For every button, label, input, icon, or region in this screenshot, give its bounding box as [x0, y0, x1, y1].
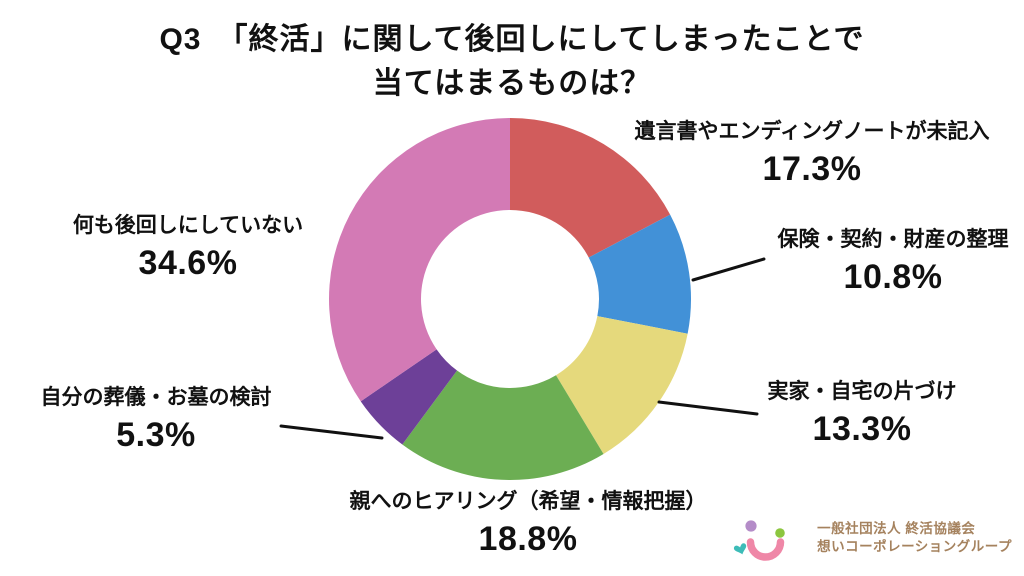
- logo-text: 一般社団法人 終活協議会 想いコーポレーショングループ: [817, 520, 1012, 556]
- donut-segment: [329, 118, 510, 402]
- donut-segment: [588, 214, 692, 334]
- segment-label-insurance: 保険・契約・財産の整理 10.8%: [778, 226, 1009, 300]
- segment-name: 何も後回しにしていない: [72, 214, 304, 237]
- chart-title-line2: 当てはまるものは？: [372, 67, 652, 100]
- chart-title-line1: Q3 「終活」に関して後回しにしてしまったことで: [159, 23, 865, 56]
- leader-line-insurance: [691, 257, 766, 282]
- segment-label-parent-hearing: 親へのヒアリング（希望・情報把握） 18.8%: [350, 488, 707, 562]
- segment-label-will-note: 遺言書やエンディングノートが未記入 17.3%: [634, 118, 989, 192]
- leader-line-home: [657, 400, 759, 416]
- segment-percent: 34.6%: [138, 244, 238, 282]
- donut-segments: [329, 118, 692, 480]
- logo-smile-arc: [746, 538, 785, 561]
- leader-line-funeral: [279, 424, 384, 440]
- donut-segment: [360, 349, 458, 445]
- logo-dot-purple: [745, 520, 757, 532]
- logo-dot-green: [775, 528, 785, 538]
- segment-percent: 17.3%: [762, 150, 862, 188]
- organization-logo: 一般社団法人 終活協議会 想いコーポレーショングループ: [729, 510, 1012, 566]
- logo-heart: [733, 543, 747, 555]
- segment-label-home-tidying: 実家・自宅の片づけ 13.3%: [768, 378, 957, 452]
- donut-segment: [510, 118, 671, 258]
- segment-name: 自分の葬儀・お墓の検討: [40, 386, 272, 409]
- leader-lines: [279, 257, 766, 440]
- segment-name: 保険・契約・財産の整理: [777, 228, 1009, 251]
- segment-name: 遺言書やエンディングノートが未記入: [634, 120, 990, 143]
- donut-segment: [402, 370, 604, 480]
- segment-label-nothing-postponed: 何も後回しにしていない 34.6%: [73, 212, 303, 286]
- segment-label-funeral-grave: 自分の葬儀・お墓の検討 5.3%: [41, 384, 272, 458]
- segment-percent: 18.8%: [478, 520, 578, 558]
- logo-text-line2: 想いコーポレーショングループ: [817, 539, 1012, 554]
- segment-percent: 13.3%: [812, 410, 912, 448]
- smile-logo-icon: [733, 520, 785, 561]
- chart-title: Q3 「終活」に関して後回しにしてしまったことで 当てはまるものは？: [0, 18, 1024, 106]
- segment-name: 実家・自宅の片づけ: [767, 380, 957, 403]
- logo-text-line1: 一般社団法人 終活協議会: [817, 521, 976, 536]
- segment-percent: 5.3%: [116, 416, 196, 454]
- donut-segment: [555, 316, 688, 454]
- segment-name: 親へのヒアリング（希望・情報把握）: [349, 490, 707, 513]
- segment-percent: 10.8%: [843, 258, 943, 296]
